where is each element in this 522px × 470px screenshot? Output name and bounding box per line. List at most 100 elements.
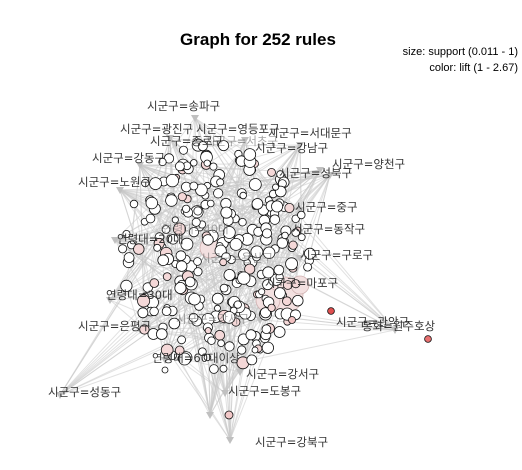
rule-node <box>188 293 201 306</box>
rule-node <box>175 250 187 262</box>
rule-node <box>219 364 228 373</box>
legend-color: color: lift (1 - 2.67) <box>429 62 518 74</box>
rule-node <box>160 343 174 357</box>
rule-edge <box>309 174 331 254</box>
edge-arrowhead <box>56 392 64 399</box>
rule-node <box>162 272 172 281</box>
rule-node <box>193 206 203 216</box>
rule-node <box>271 200 284 213</box>
rule-node <box>219 258 228 267</box>
rule-node <box>180 237 194 251</box>
rule-node <box>149 278 160 288</box>
rule-node <box>122 229 131 238</box>
edge-arrowhead <box>296 255 304 262</box>
label-seodaemun: 시군구=서대문구 <box>268 126 352 140</box>
edge-arrowhead <box>296 142 304 149</box>
rule-node <box>191 217 201 227</box>
rule-edge <box>229 313 281 441</box>
rule-node <box>145 213 156 224</box>
rule-node <box>262 246 276 260</box>
rule-node <box>217 339 225 348</box>
label-age40: 연령대=40대 <box>162 222 229 236</box>
rule-node <box>262 266 275 279</box>
rule-node <box>261 324 272 335</box>
rule-edge <box>194 117 244 196</box>
rule-node <box>120 279 133 292</box>
edge-arrowhead <box>111 237 119 244</box>
rule-edge <box>196 144 301 213</box>
rule-node <box>222 226 236 239</box>
rule-edge <box>194 117 258 205</box>
rule-edge <box>59 354 173 396</box>
rule-node <box>282 296 292 307</box>
rule-node <box>153 243 162 252</box>
rule-node-outlier <box>161 366 169 374</box>
rule-node <box>207 336 216 345</box>
rule-node <box>188 312 199 323</box>
rule-node <box>244 263 256 275</box>
rule-edge <box>251 329 396 361</box>
edge-arrowhead <box>136 162 144 169</box>
edge-arrowhead <box>236 369 244 376</box>
label-gangseo: 시군구=강서구 <box>246 367 319 381</box>
rule-node <box>229 237 243 251</box>
rule-node <box>198 347 207 357</box>
rule-node <box>272 183 280 191</box>
rule-node-outlier <box>327 307 335 315</box>
rule-node <box>202 234 214 246</box>
rule-node <box>243 148 257 161</box>
rule-node <box>193 257 202 266</box>
rule-node <box>161 306 172 317</box>
rule-node <box>303 247 316 260</box>
label-gangdong: 시군구=강동구 <box>92 151 165 165</box>
rule-edge <box>299 144 303 238</box>
edge-arrowhead <box>166 135 174 142</box>
rule-node <box>149 177 162 191</box>
rule-node <box>211 292 224 305</box>
label-seongdong: 시군구=성동구 <box>48 385 121 399</box>
rule-node <box>178 145 188 155</box>
rule-node <box>238 248 251 262</box>
rule-node <box>261 341 274 354</box>
rule-node-outlier <box>424 335 432 343</box>
rule-node <box>168 317 181 330</box>
rule-node <box>156 328 168 340</box>
edge-arrowhead <box>116 187 124 194</box>
rule-node <box>224 341 235 352</box>
label-age60: 연령대=60대이상 <box>152 351 240 365</box>
rule-node <box>237 271 251 285</box>
rule-node <box>118 244 128 254</box>
edge-arrowhead <box>191 115 199 122</box>
rule-edge <box>229 239 240 441</box>
chart-title: Graph for 252 rules <box>180 30 336 49</box>
rule-node <box>206 199 215 208</box>
label-mapo: 시군구=마포구 <box>265 276 338 290</box>
rule-edge <box>139 164 176 221</box>
label-yangcheon: 시군구=양천구 <box>332 157 405 171</box>
rule-edge <box>162 246 231 441</box>
rule-node <box>165 194 178 207</box>
rule-node <box>209 162 218 171</box>
label-jongno: 시군구=종로구 <box>150 134 223 148</box>
rule-node <box>137 294 151 308</box>
rule-node <box>171 216 179 224</box>
rule-node <box>137 307 149 319</box>
rule-node <box>189 181 199 191</box>
rule-node <box>245 329 257 341</box>
rule-node <box>273 326 286 338</box>
label-jung: 시군구=중구 <box>295 200 358 214</box>
label-dongjak: 시군구=동작구 <box>292 222 365 236</box>
edge-arrowhead <box>106 297 114 304</box>
rule-node <box>177 192 187 202</box>
rule-node <box>165 174 179 188</box>
rule-node <box>251 198 264 210</box>
label-guro: 시군구=구로구 <box>300 248 373 262</box>
rule-edge <box>275 186 396 331</box>
rule-node <box>216 178 225 187</box>
rule-node <box>214 329 226 341</box>
rule-node <box>258 288 266 296</box>
rule-edge <box>59 259 187 396</box>
label-seongbuk: 시군구=성북구 <box>279 166 352 180</box>
rule-node <box>273 287 286 300</box>
label-gangseo-a: 시군구=강서구 <box>176 312 249 326</box>
